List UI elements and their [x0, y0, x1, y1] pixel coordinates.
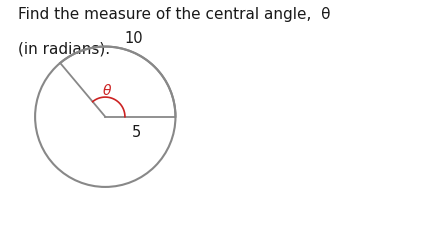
Text: 5: 5 [132, 125, 142, 140]
Text: $\theta$: $\theta$ [102, 82, 112, 97]
Text: Find the measure of the central angle,  θ: Find the measure of the central angle, θ [18, 7, 331, 22]
Text: (in radians).: (in radians). [18, 42, 110, 57]
Text: 10: 10 [124, 31, 143, 46]
